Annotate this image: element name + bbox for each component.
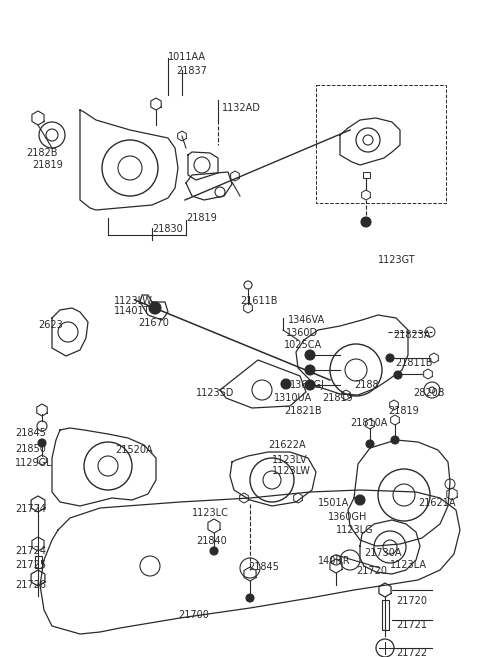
Text: 1123GT: 1123GT bbox=[378, 255, 416, 265]
Circle shape bbox=[366, 440, 374, 448]
Text: 1123LV: 1123LV bbox=[272, 455, 308, 465]
Text: 1123LA: 1123LA bbox=[390, 560, 427, 570]
Text: 21830: 21830 bbox=[152, 224, 183, 234]
Circle shape bbox=[305, 380, 315, 390]
Text: 21819: 21819 bbox=[322, 393, 353, 403]
Text: 21720: 21720 bbox=[356, 566, 387, 576]
Text: 21821B: 21821B bbox=[284, 406, 322, 416]
Text: 21720: 21720 bbox=[396, 596, 427, 606]
Text: 21845: 21845 bbox=[248, 562, 279, 572]
Text: 21724: 21724 bbox=[15, 504, 46, 514]
Circle shape bbox=[394, 371, 402, 379]
Text: 1123LW: 1123LW bbox=[272, 466, 311, 476]
Text: 21726: 21726 bbox=[15, 580, 46, 590]
Circle shape bbox=[355, 495, 365, 505]
Text: 11401T: 11401T bbox=[114, 306, 151, 316]
Text: 21819: 21819 bbox=[32, 160, 63, 170]
Text: 21850: 21850 bbox=[15, 444, 46, 454]
Text: 21823A: 21823A bbox=[393, 330, 431, 340]
Text: 21819: 21819 bbox=[186, 213, 217, 223]
Circle shape bbox=[38, 439, 46, 447]
Text: 21724: 21724 bbox=[15, 546, 46, 556]
Text: 21810A: 21810A bbox=[350, 418, 387, 428]
Bar bbox=[316, 85, 446, 203]
Text: 1011AA: 1011AA bbox=[168, 52, 206, 62]
Text: 1123LG: 1123LG bbox=[336, 525, 373, 535]
Circle shape bbox=[386, 354, 394, 362]
Circle shape bbox=[361, 217, 371, 227]
Text: 21622A: 21622A bbox=[268, 440, 306, 450]
Text: 21670: 21670 bbox=[138, 318, 169, 328]
Circle shape bbox=[305, 365, 315, 375]
Text: 21725: 21725 bbox=[15, 560, 46, 570]
Text: 21621A: 21621A bbox=[418, 498, 456, 508]
Circle shape bbox=[210, 547, 218, 555]
Text: 1132AD: 1132AD bbox=[222, 103, 261, 113]
Circle shape bbox=[391, 436, 399, 444]
Text: 1123SD: 1123SD bbox=[196, 388, 234, 398]
Text: 1501A: 1501A bbox=[318, 498, 349, 508]
Text: 2623: 2623 bbox=[38, 320, 63, 330]
Text: 21730A: 21730A bbox=[364, 548, 401, 558]
Text: 1346VA: 1346VA bbox=[288, 315, 325, 325]
Bar bbox=[35, 556, 42, 568]
Text: 21700: 21700 bbox=[178, 610, 209, 620]
Text: 21722: 21722 bbox=[396, 648, 427, 657]
Text: 21819: 21819 bbox=[388, 406, 419, 416]
Circle shape bbox=[305, 350, 315, 360]
Text: 140HR: 140HR bbox=[318, 556, 350, 566]
Text: 1123LC: 1123LC bbox=[192, 508, 229, 518]
Circle shape bbox=[246, 594, 254, 602]
Text: 21845: 21845 bbox=[15, 428, 46, 438]
Bar bbox=[363, 172, 370, 178]
Text: 1360GH: 1360GH bbox=[328, 512, 367, 522]
Circle shape bbox=[149, 302, 161, 314]
Text: 1360D: 1360D bbox=[286, 328, 318, 338]
Text: 21520A: 21520A bbox=[115, 445, 153, 455]
Bar bbox=[382, 600, 389, 630]
Text: 21611B: 21611B bbox=[240, 296, 277, 306]
Text: 1310UA: 1310UA bbox=[274, 393, 312, 403]
Text: 1129GL: 1129GL bbox=[15, 458, 53, 468]
Text: 2188: 2188 bbox=[354, 380, 379, 390]
Text: 2182B: 2182B bbox=[26, 148, 58, 158]
Text: 1360GJ: 1360GJ bbox=[290, 380, 325, 390]
Text: 1025CA: 1025CA bbox=[284, 340, 322, 350]
Text: 21837: 21837 bbox=[176, 66, 207, 76]
Text: 2820B: 2820B bbox=[413, 388, 444, 398]
Circle shape bbox=[281, 379, 291, 389]
Text: 21811B: 21811B bbox=[395, 358, 432, 368]
Text: 1123LW: 1123LW bbox=[114, 296, 153, 306]
Text: 21840: 21840 bbox=[196, 536, 227, 546]
Text: 21721: 21721 bbox=[396, 620, 427, 630]
